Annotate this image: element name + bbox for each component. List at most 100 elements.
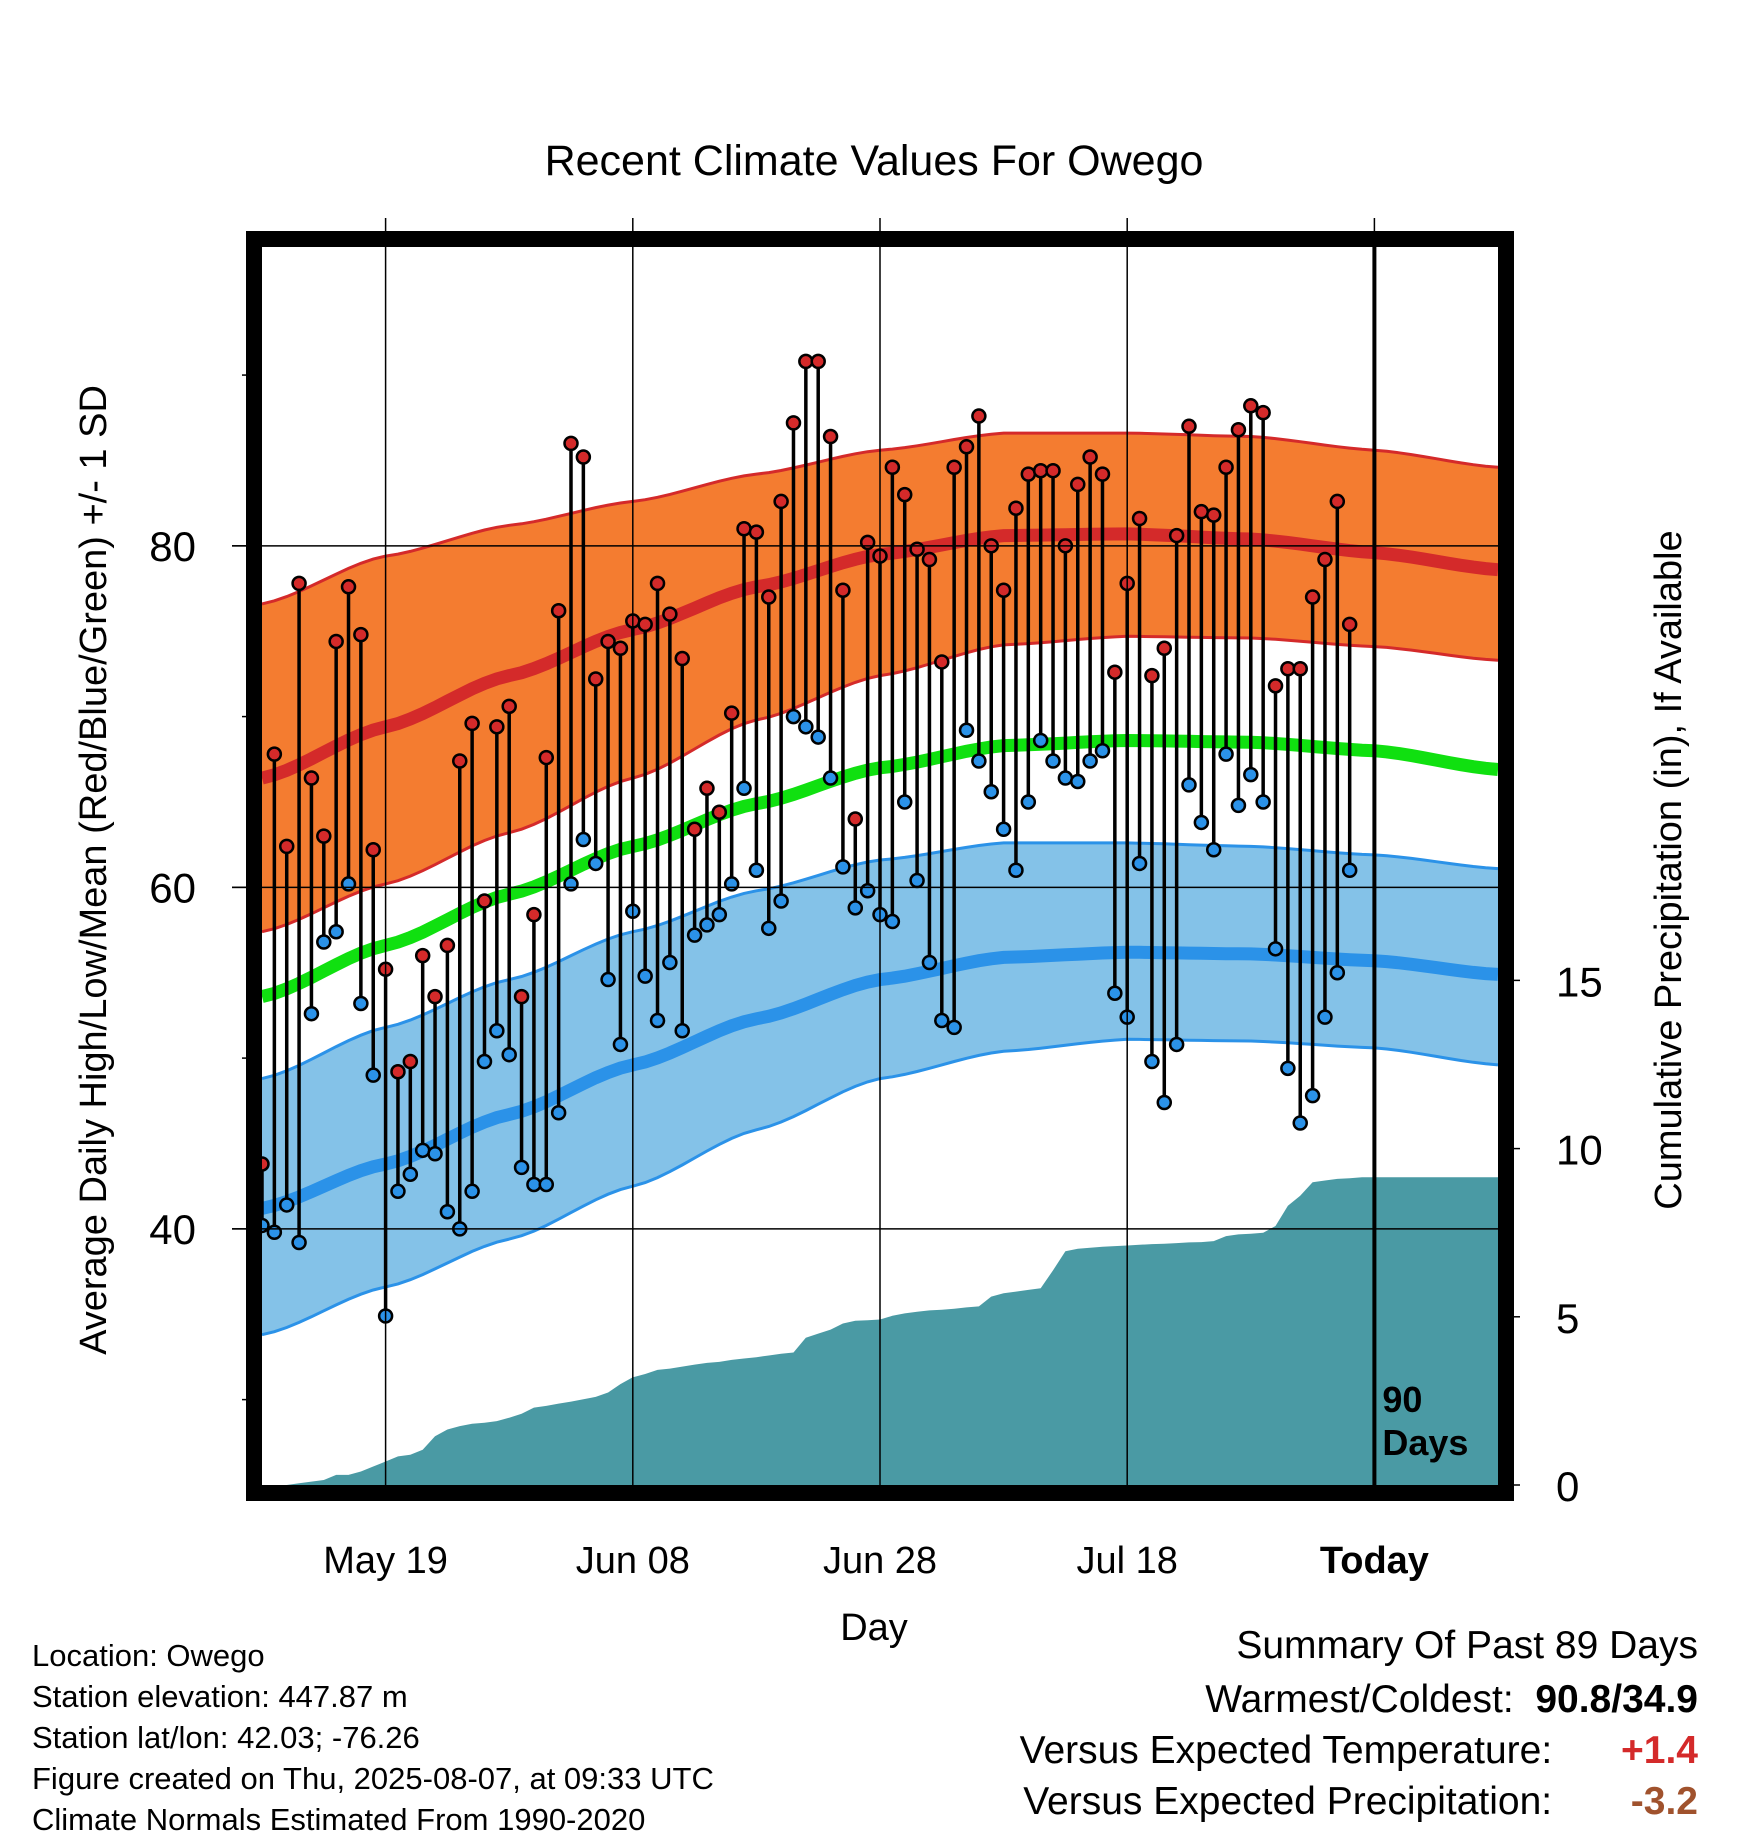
daily-high-point: [711, 804, 728, 820]
daily-high-point: [563, 435, 579, 452]
daily-low-point: [859, 883, 876, 899]
daily-high-point: [785, 415, 802, 431]
daily-low-point: [550, 1104, 567, 1121]
daily-high-point: [513, 988, 530, 1005]
daily-high-point: [452, 753, 468, 769]
daily-high-point: [1008, 500, 1024, 517]
daily-low-point: [773, 893, 789, 909]
daily-low-point: [414, 1142, 431, 1159]
daily-low-point: [1032, 732, 1049, 749]
daily-high-point: [303, 770, 320, 786]
daily-low-point: [1082, 753, 1098, 769]
daily-low-point: [946, 1019, 962, 1036]
left-tick-label: 80: [149, 523, 196, 570]
daily-low-point: [649, 1012, 666, 1029]
daily-high-point: [328, 633, 344, 650]
daily-high-point: [1193, 503, 1210, 520]
daily-low-point: [291, 1234, 307, 1251]
daily-high-point: [934, 654, 950, 670]
daily-high-point: [278, 838, 295, 855]
daily-high-point: [884, 459, 901, 476]
daily-low-point: [674, 1023, 690, 1039]
x-tick-label: Jun 08: [576, 1540, 690, 1582]
daily-high-point: [340, 579, 357, 595]
daily-high-point: [501, 698, 517, 715]
daily-high-point: [1317, 551, 1333, 568]
chart-title: Recent Climate Values For Owego: [545, 137, 1204, 185]
daily-low-point: [513, 1159, 530, 1176]
today-marker-label-days: Days: [1382, 1422, 1468, 1463]
daily-high-point: [1267, 678, 1284, 694]
daily-low-point: [278, 1197, 295, 1213]
daily-low-point: [983, 783, 999, 800]
daily-high-point: [674, 650, 690, 667]
daily-low-point: [266, 1224, 283, 1241]
daily-low-point: [353, 995, 369, 1012]
daily-low-point: [489, 1023, 505, 1039]
daily-low-point: [1057, 770, 1074, 786]
daily-high-point: [291, 575, 307, 592]
daily-high-point: [946, 459, 962, 476]
daily-low-point: [1131, 855, 1148, 872]
daily-low-point: [1267, 941, 1284, 957]
daily-high-point: [686, 821, 703, 838]
daily-low-point: [1045, 753, 1061, 769]
daily-low-point: [501, 1046, 517, 1063]
daily-low-point: [1317, 1009, 1333, 1025]
right-tick-label: 5: [1556, 1295, 1579, 1342]
daily-high-point: [723, 705, 740, 721]
daily-high-point: [773, 493, 789, 510]
daily-high-point: [835, 582, 851, 598]
daily-high-point: [847, 811, 864, 827]
summary-warm-cold-label: Warmest/Coldest:: [1205, 1678, 1514, 1721]
daily-high-point: [971, 408, 987, 424]
daily-high-point: [1131, 510, 1148, 527]
daily-low-point: [1094, 742, 1111, 759]
daily-high-point: [810, 353, 826, 370]
daily-low-point: [810, 729, 826, 745]
footer-location: Location: Owego: [32, 1638, 265, 1673]
daily-high-point: [736, 521, 752, 537]
footer-created: Figure created on Thu, 2025-08-07, at 09…: [32, 1761, 714, 1796]
daily-high-point: [353, 626, 369, 643]
daily-high-point: [909, 541, 925, 557]
daily-high-point: [1156, 640, 1173, 657]
daily-high-point: [476, 893, 493, 909]
daily-low-point: [1341, 862, 1358, 879]
left-tick-label: 40: [149, 1206, 196, 1253]
daily-high-point: [526, 906, 542, 923]
daily-low-point: [723, 876, 740, 892]
right-axis-label: Cumulative Precipitation (in), If Availa…: [1648, 530, 1690, 1209]
daily-high-point: [1082, 449, 1098, 465]
daily-low-point: [587, 855, 604, 872]
daily-high-point: [464, 715, 480, 732]
daily-high-point: [761, 589, 777, 605]
daily-high-point: [921, 551, 938, 568]
daily-low-point: [365, 1067, 381, 1083]
plot-area: [254, 353, 1499, 1485]
summary-precipitation: Versus Expected Precipitation: -3.2: [1023, 1782, 1698, 1821]
daily-high-point: [439, 937, 456, 954]
right-tick-label: 10: [1556, 1127, 1603, 1174]
daily-low-point: [1243, 766, 1259, 783]
x-tick-label: Jun 28: [823, 1540, 937, 1582]
daily-high-point: [822, 428, 839, 445]
daily-low-point: [958, 722, 975, 738]
x-tick-label: May 19: [323, 1540, 448, 1582]
daily-low-point: [909, 872, 925, 889]
daily-high-point: [1205, 507, 1222, 523]
daily-high-point: [798, 353, 814, 370]
daily-low-point: [1070, 773, 1086, 790]
daily-high-point: [748, 524, 765, 540]
daily-low-point: [538, 1176, 555, 1193]
daily-high-point: [402, 1053, 419, 1070]
daily-low-point: [896, 794, 913, 810]
daily-low-point: [402, 1166, 419, 1182]
footer-latlon: Station lat/lon: 42.03; -76.26: [32, 1720, 420, 1755]
plot-frame: [246, 231, 1514, 1501]
daily-high-point: [427, 988, 443, 1005]
x-tick-label: Today: [1320, 1540, 1429, 1582]
daily-low-point: [1218, 746, 1234, 762]
daily-low-point: [563, 876, 579, 892]
daily-high-point: [1168, 527, 1185, 544]
